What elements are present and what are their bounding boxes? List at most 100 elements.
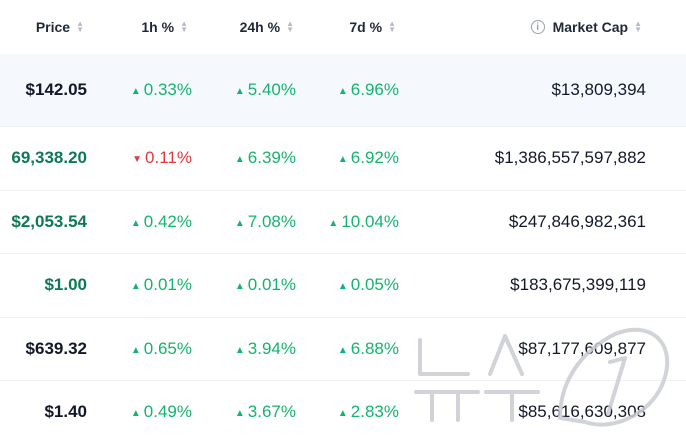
info-icon[interactable]: i	[530, 20, 545, 34]
h24-change-cell: ▲ 5.40%	[200, 54, 296, 126]
h1-change-value: 0.33%	[143, 80, 192, 99]
d7-change: ▲ 6.96%	[338, 80, 399, 100]
h1-change: ▲ 0.01%	[131, 275, 192, 295]
d7-change-cell: ▲ 10.04%	[300, 191, 399, 254]
d7-change: ▲ 10.04%	[328, 212, 399, 232]
table-row[interactable]: $2,053.54 ▲ 0.42% ▲ 7.08% ▲ 10.04% $247,846…	[0, 189, 686, 254]
sort-arrows-icon: ▲ ▼	[286, 19, 294, 34]
market-cap-value: $183,675,399,119	[510, 275, 646, 295]
d7-change: ▲ 6.92%	[338, 148, 399, 168]
d7-change-value: 2.83%	[350, 402, 399, 422]
triangle-up-icon: ▲	[130, 281, 141, 293]
h24-change: ▲ 5.40%	[235, 80, 296, 100]
table-row[interactable]: 69,338.20 ▼ 0.11% ▲ 6.39% ▲ 6.92% $1,386,55…	[0, 126, 686, 190]
triangle-up-icon: ▲	[337, 281, 348, 293]
sort-arrows-icon: ▲ ▼	[388, 19, 396, 34]
h1-change-cell: ▲ 0.42%	[100, 191, 192, 254]
triangle-up-icon: ▲	[328, 217, 339, 229]
price-value: $142.05	[25, 80, 87, 99]
d7-change-cell: ▲ 2.83%	[300, 381, 399, 444]
sort-arrows-icon: ▲ ▼	[180, 19, 188, 34]
table-row[interactable]: $1.00 ▲ 0.01% ▲ 0.01% ▲ 0.05% $183,675,399,…	[0, 253, 686, 317]
h1-change-value: 0.11%	[145, 148, 192, 168]
h1-change: ▲ 0.42%	[131, 212, 192, 232]
triangle-up-icon: ▲	[130, 344, 141, 356]
price-value: $639.32	[25, 338, 87, 358]
column-header-market-cap[interactable]: i Market Cap ▲ ▼	[420, 0, 642, 54]
column-header-price-label: Price	[35, 19, 71, 35]
h24-change-cell: ▲ 3.67%	[200, 381, 296, 444]
triangle-up-icon: ▲	[130, 217, 141, 229]
h24-change-value: 6.39%	[247, 148, 296, 168]
price-cell: $142.05	[0, 54, 87, 126]
h24-change: ▲ 7.08%	[235, 212, 296, 232]
h1-change-value: 0.01%	[143, 275, 192, 295]
triangle-up-icon: ▲	[337, 408, 348, 420]
d7-change-value: 0.05%	[350, 275, 399, 295]
d7-change-cell: ▲ 0.05%	[300, 254, 399, 317]
h1-change-value: 0.65%	[143, 338, 192, 358]
d7-change: ▲ 6.88%	[338, 339, 399, 359]
h24-change-cell: ▲ 6.39%	[200, 127, 296, 190]
table-row[interactable]: $639.32 ▲ 0.65% ▲ 3.94% ▲ 6.88% $87,177,609…	[0, 316, 686, 381]
triangle-up-icon: ▲	[234, 154, 245, 166]
column-header-7d[interactable]: 7d % ▲ ▼	[300, 0, 396, 54]
h24-change-value: 7.08%	[247, 211, 296, 231]
d7-change: ▲ 2.83%	[338, 402, 399, 422]
column-header-1h[interactable]: 1h % ▲ ▼	[100, 0, 188, 54]
h24-change-cell: ▲ 0.01%	[200, 254, 296, 317]
price-cell: 69,338.20	[0, 127, 87, 190]
triangle-up-icon: ▲	[337, 344, 348, 356]
column-header-1h-label: 1h %	[141, 19, 175, 35]
h1-change-cell: ▼ 0.11%	[100, 127, 192, 190]
column-header-24h[interactable]: 24h % ▲ ▼	[200, 0, 294, 54]
h24-change: ▲ 3.94%	[235, 339, 296, 359]
table-row[interactable]: $1.40 ▲ 0.49% ▲ 3.67% ▲ 2.83% $85,616,630,3…	[0, 380, 686, 444]
h1-change-value: 0.42%	[143, 211, 192, 231]
price-cell: $1.00	[0, 254, 87, 317]
h1-change-value: 0.49%	[143, 402, 192, 422]
market-cap-cell: $13,809,394	[420, 54, 646, 126]
triangle-up-icon: ▲	[337, 154, 348, 166]
market-cap-cell: $85,616,630,308	[420, 381, 646, 444]
h24-change: ▲ 0.01%	[235, 275, 296, 295]
h24-change-cell: ▲ 3.94%	[200, 318, 296, 381]
h24-change-value: 0.01%	[247, 275, 296, 295]
h1-change: ▲ 0.33%	[131, 80, 192, 100]
price-cell: $2,053.54	[0, 191, 87, 254]
h24-change: ▲ 3.67%	[235, 402, 296, 422]
h1-change: ▲ 0.65%	[131, 339, 192, 359]
h1-change-cell: ▲ 0.49%	[100, 381, 192, 444]
market-cap-value: $1,386,557,597,882	[494, 148, 646, 168]
column-header-price[interactable]: Price ▲ ▼	[0, 0, 84, 54]
price-value: $1.00	[44, 275, 87, 295]
market-cap-value: $247,846,982,361	[508, 211, 646, 231]
h24-change-value: 3.94%	[247, 338, 296, 358]
triangle-up-icon: ▲	[234, 281, 245, 293]
market-cap-cell: $1,386,557,597,882	[420, 127, 646, 190]
price-value: $2,053.54	[11, 211, 87, 231]
d7-change: ▲ 0.05%	[338, 275, 399, 295]
triangle-up-icon: ▲	[130, 408, 141, 420]
triangle-up-icon: ▲	[234, 86, 245, 97]
table-row[interactable]: $142.05 ▲ 0.33% ▲ 5.40% ▲ 6.96% $13,809,394	[0, 54, 686, 126]
price-value: 69,338.20	[11, 148, 87, 168]
sort-arrows-icon: ▲ ▼	[76, 19, 84, 34]
price-cell: $1.40	[0, 381, 87, 444]
d7-change-value: 10.04%	[341, 211, 399, 231]
triangle-up-icon: ▲	[234, 408, 245, 420]
triangle-up-icon: ▲	[234, 217, 245, 229]
d7-change-cell: ▲ 6.96%	[300, 54, 399, 126]
h1-change-cell: ▲ 0.65%	[100, 318, 192, 381]
h1-change: ▼ 0.11%	[132, 148, 192, 168]
h1-change-cell: ▲ 0.01%	[100, 254, 192, 317]
table-header: Price ▲ ▼ 1h % ▲ ▼ 24h % ▲ ▼ 7d % ▲ ▼ i Mark…	[0, 0, 686, 54]
d7-change-value: 6.96%	[350, 80, 399, 99]
market-cap-value: $87,177,609,877	[518, 338, 646, 358]
d7-change-cell: ▲ 6.92%	[300, 127, 399, 190]
price-value: $1.40	[44, 402, 87, 422]
column-header-7d-label: 7d %	[349, 19, 383, 35]
d7-change-value: 6.92%	[350, 148, 399, 168]
triangle-down-icon: ▼	[132, 154, 143, 166]
